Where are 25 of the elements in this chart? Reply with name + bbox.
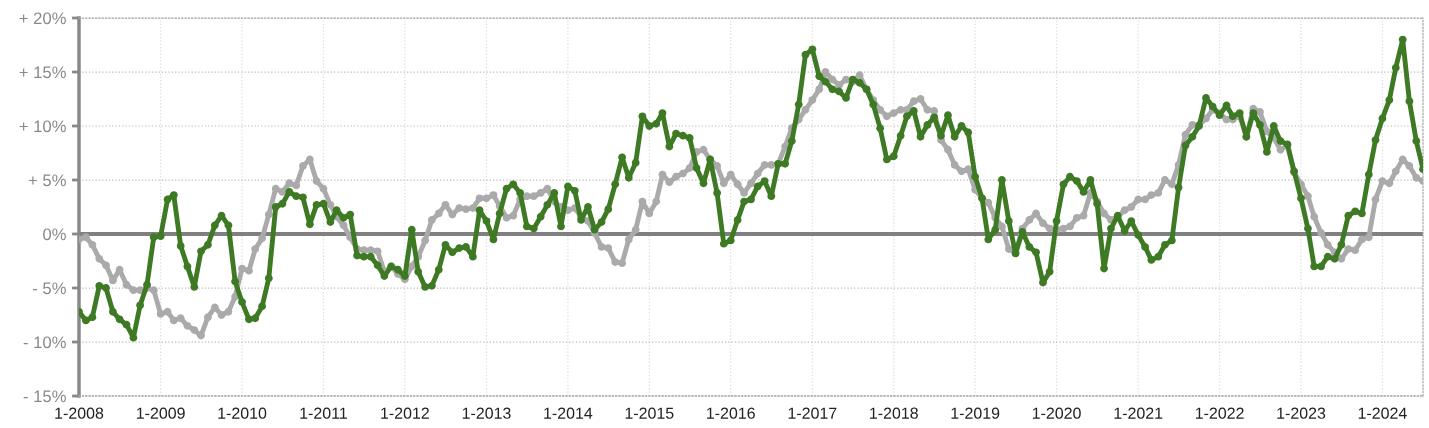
x-tick-label: 1-2018 xyxy=(870,407,918,419)
x-tick-label: 1-2022 xyxy=(1195,407,1244,419)
x-tick-label: 1-2009 xyxy=(136,407,185,419)
x-tick-label: 1-2016 xyxy=(707,407,755,419)
x-tick-label: 1-2012 xyxy=(381,407,429,419)
x-tick-label: 1-2010 xyxy=(218,407,267,419)
x-tick-label: 1-2023 xyxy=(1277,407,1326,419)
y-tick-label: - 5% xyxy=(32,282,66,295)
x-tick-label: 1-2019 xyxy=(951,407,1000,419)
x-tick-label: 1-2024 xyxy=(1358,407,1407,419)
x-tick-label: 1-2014 xyxy=(544,407,593,419)
y-tick-label: - 15% xyxy=(23,390,66,403)
y-tick-label: 0% xyxy=(43,228,66,241)
x-tick-label: 1-2017 xyxy=(788,407,837,419)
y-tick-label: + 15% xyxy=(19,66,66,79)
x-tick-label: 1-2008 xyxy=(55,407,104,419)
y-tick-label: + 10% xyxy=(19,120,66,133)
x-tick-label: 1-2020 xyxy=(1032,407,1081,419)
x-tick-label: 1-2011 xyxy=(300,407,347,419)
y-tick-label: - 10% xyxy=(23,336,66,349)
y-tick-label: + 20% xyxy=(19,12,66,25)
y-tick-label: + 5% xyxy=(28,174,66,187)
x-tick-label: 1-2013 xyxy=(462,407,511,419)
x-tick-label: 1-2015 xyxy=(625,407,674,419)
x-tick-label: 1-2021 xyxy=(1114,407,1163,419)
